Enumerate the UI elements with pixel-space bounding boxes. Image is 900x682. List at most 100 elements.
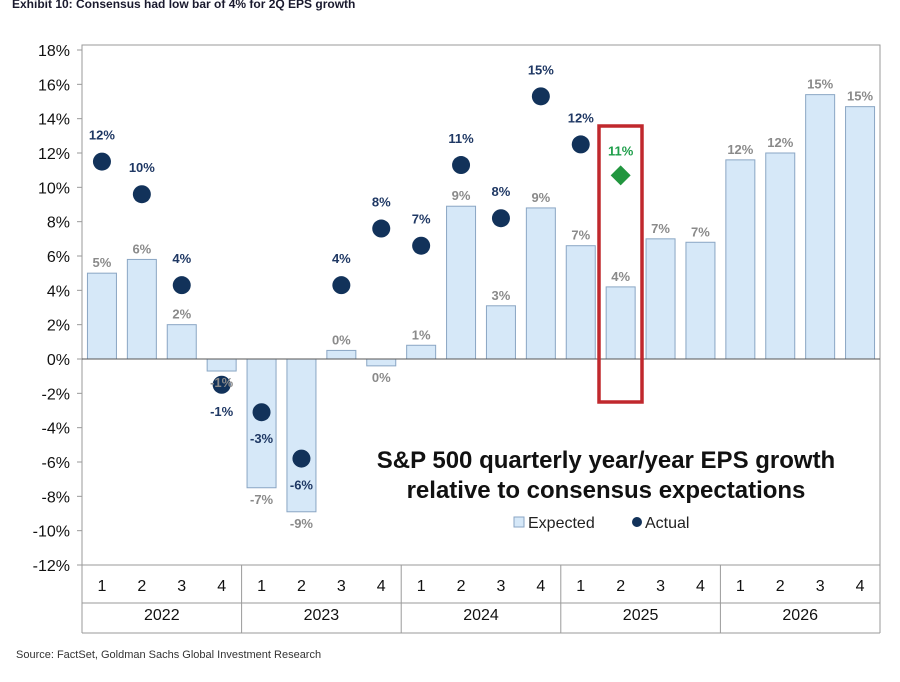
actual-label: -1%	[210, 404, 234, 419]
x-quarter-label: 4	[536, 578, 545, 595]
y-tick-label: 10%	[38, 180, 70, 197]
y-tick-label: -4%	[42, 421, 70, 438]
actual-label: 8%	[492, 184, 511, 199]
expected-label: 3%	[492, 288, 511, 303]
x-quarter-label: 2	[297, 578, 306, 595]
expected-label: 4%	[611, 269, 630, 284]
expected-bar	[605, 286, 636, 360]
x-quarter-label: 4	[696, 578, 705, 595]
expected-bar	[206, 358, 237, 372]
expected-label: 5%	[93, 255, 112, 270]
y-tick-label: -6%	[42, 455, 70, 472]
x-year-label: 2023	[304, 607, 340, 624]
actual-point	[412, 236, 431, 255]
expected-bar	[246, 358, 277, 489]
chart-title: S&P 500 quarterly year/year EPS growth	[377, 447, 835, 474]
actual-point	[292, 449, 311, 468]
actual-point	[332, 276, 351, 295]
exhibit-title: Exhibit 10: Consensus had low bar of 4% …	[12, 0, 356, 11]
x-quarter-label: 3	[816, 578, 825, 595]
eps-growth-chart: 5%6%2%-1%-7%-9%0%0%1%9%3%9%7%4%7% 7%12% 12…	[33, 43, 881, 634]
x-quarter-label: 1	[417, 578, 426, 595]
expected-bar	[286, 358, 317, 513]
expected-label: -9%	[290, 516, 314, 531]
expected-label: 7%	[571, 228, 590, 243]
y-tick-label: 18%	[38, 43, 70, 60]
expected-label: 15%	[847, 89, 873, 104]
source-note: Source: FactSet, Goldman Sachs Global In…	[16, 649, 322, 661]
expected-bar	[805, 94, 836, 360]
x-year-label: 2025	[623, 607, 659, 624]
highlight-label: 11%	[608, 143, 634, 158]
expected-bar	[485, 305, 516, 360]
x-quarter-label: 2	[137, 578, 146, 595]
y-tick-label: 8%	[47, 215, 70, 232]
x-quarter-label: 2	[616, 578, 625, 595]
expected-bar	[166, 324, 197, 360]
y-tick-label: 6%	[47, 249, 70, 266]
actual-label: 4%	[172, 251, 191, 266]
actual-label: 12%	[89, 128, 115, 143]
actual-diamond-highlight	[610, 165, 631, 186]
expected-bar	[86, 272, 117, 360]
chart-subtitle: relative to consensus expectations	[407, 477, 806, 504]
actual-label: 4%	[332, 251, 351, 266]
y-tick-label: 2%	[47, 318, 70, 335]
actual-point	[571, 135, 590, 154]
x-quarter-label: 3	[496, 578, 505, 595]
legend-actual-swatch	[632, 517, 642, 527]
plot-area	[81, 44, 881, 604]
x-quarter-label: 1	[736, 578, 745, 595]
expected-bar	[366, 358, 397, 367]
y-tick-label: -2%	[42, 386, 70, 403]
expected-label: 0%	[372, 370, 391, 385]
expected-label: 15%	[807, 77, 833, 92]
expected-bar	[845, 106, 876, 360]
x-quarter-label: 4	[856, 578, 865, 595]
highlight-box	[597, 124, 644, 404]
actual-label: -6%	[290, 478, 314, 493]
actual-point	[491, 209, 510, 228]
actual-label: 7%	[412, 212, 431, 227]
x-quarter-label: 1	[257, 578, 266, 595]
legend-expected-label: Expected	[528, 515, 595, 532]
y-tick-label: 12%	[38, 146, 70, 163]
expected-bar	[565, 245, 596, 360]
x-quarter-label: 4	[377, 578, 386, 595]
x-year-label: 2026	[782, 607, 818, 624]
actual-label: -3%	[250, 431, 274, 446]
expected-bar	[326, 349, 357, 360]
expected-label: 12%	[767, 135, 793, 150]
expected-label: -1%	[210, 375, 234, 390]
expected-bar	[446, 205, 477, 360]
legend-expected-swatch	[513, 516, 525, 528]
actual-point	[172, 276, 191, 295]
expected-label: 7%	[651, 221, 670, 236]
expected-bar	[406, 344, 437, 360]
expected-bar	[765, 152, 796, 360]
y-tick-label: -10%	[33, 524, 70, 541]
expected-label: 2%	[172, 307, 191, 322]
expected-bar	[725, 159, 756, 360]
x-quarter-label: 1	[97, 578, 106, 595]
expected-label: 6%	[132, 241, 151, 256]
expected-bar	[645, 238, 676, 360]
actual-label: 10%	[129, 160, 155, 175]
expected-label: 9%	[531, 190, 550, 205]
y-tick-label: 0%	[47, 352, 70, 369]
actual-point	[252, 403, 271, 422]
expected-bar	[685, 241, 716, 360]
x-quarter-label: 3	[177, 578, 186, 595]
actual-label: 12%	[568, 110, 594, 125]
expected-bar	[525, 207, 556, 360]
x-quarter-label: 2	[457, 578, 466, 595]
y-tick-label: 4%	[47, 283, 70, 300]
expected-label: 0%	[332, 332, 351, 347]
x-year-label: 2022	[144, 607, 180, 624]
actual-label: 15%	[528, 62, 554, 77]
actual-point	[531, 87, 550, 106]
actual-point	[212, 375, 231, 394]
legend: Expected Actual	[513, 515, 689, 532]
expected-label: 1%	[412, 327, 431, 342]
x-year-label: 2024	[463, 607, 499, 624]
